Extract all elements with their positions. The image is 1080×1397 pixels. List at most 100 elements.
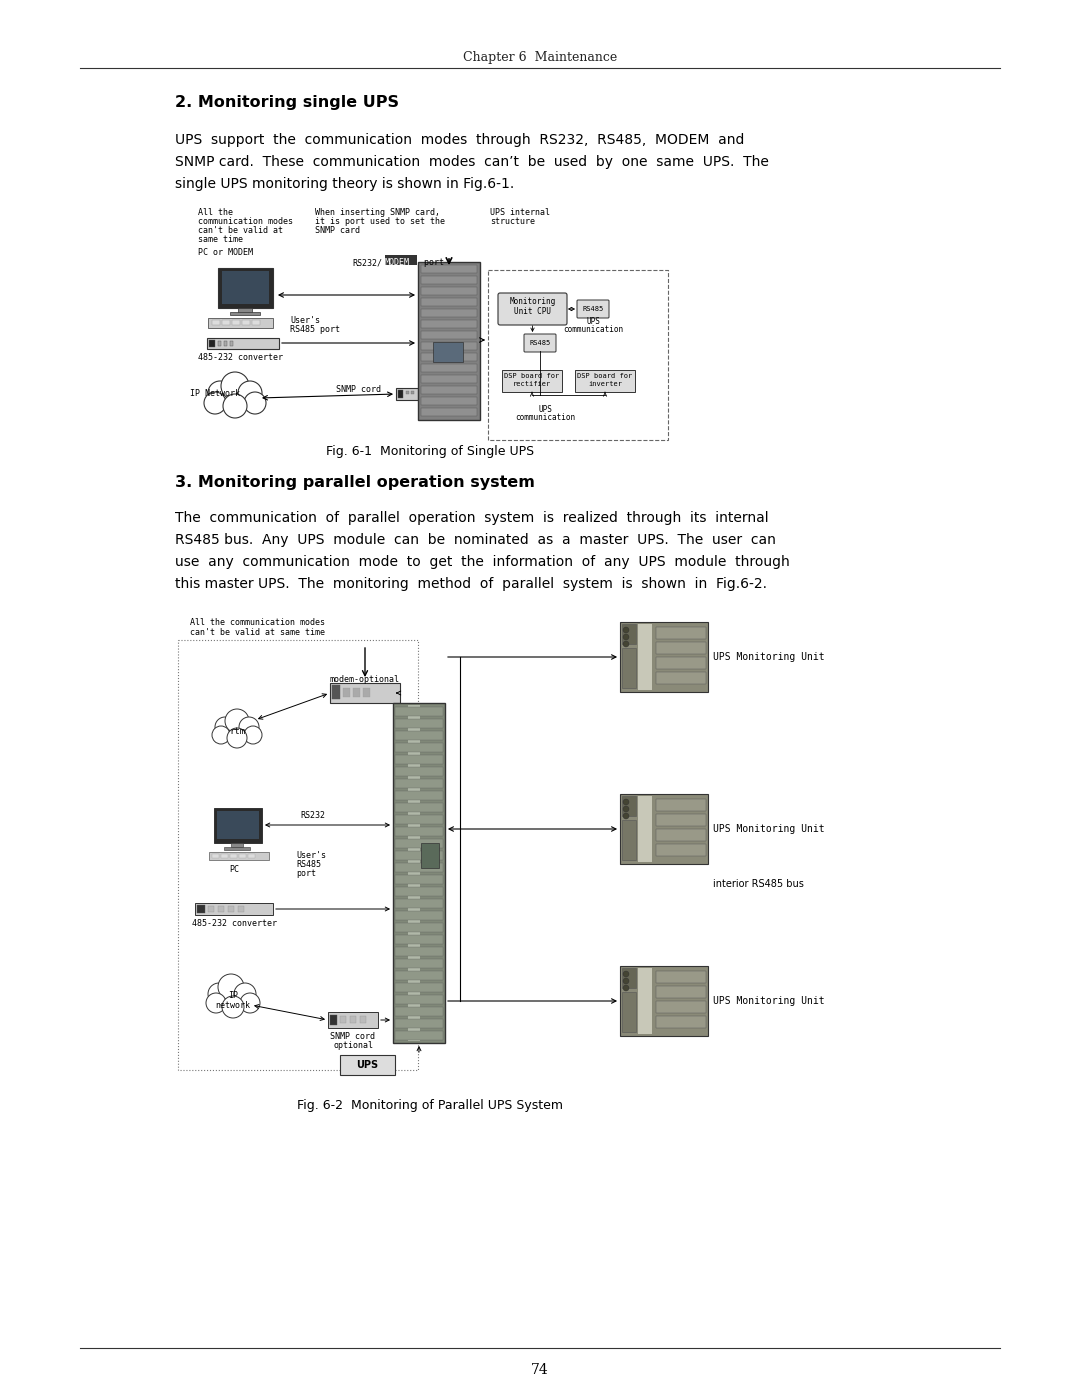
Bar [395,780,443,788]
Bar [421,374,477,383]
Circle shape [222,394,247,418]
Circle shape [623,971,629,977]
Bar [395,947,443,956]
Text: Fig. 6-2  Monitoring of Parallel UPS System: Fig. 6-2 Monitoring of Parallel UPS Syst… [297,1098,563,1112]
Circle shape [225,710,249,733]
Bar [395,754,443,764]
Text: 3. Monitoring parallel operation system: 3. Monitoring parallel operation system [175,475,535,489]
Text: Unit CPU: Unit CPU [514,307,551,317]
Circle shape [623,813,629,819]
Bar [395,935,443,944]
Bar [195,902,273,915]
Circle shape [623,985,629,990]
Text: MODEM: MODEM [384,258,410,267]
Bar [421,342,477,351]
Text: RS485: RS485 [296,861,321,869]
Bar [421,365,477,372]
Bar [421,397,477,405]
Text: All the: All the [198,208,233,217]
Circle shape [623,806,629,812]
Bar [396,388,418,400]
Bar [178,640,418,1070]
Bar [360,1016,366,1023]
Bar [208,907,214,912]
Circle shape [238,381,262,405]
Bar [656,657,706,669]
Bar [217,812,259,840]
Bar [421,331,477,339]
Bar [656,986,706,997]
Bar [328,1011,378,1028]
Bar [207,338,279,349]
Bar [353,687,360,697]
Circle shape [212,726,230,745]
Bar [230,312,260,314]
Circle shape [208,381,232,405]
Bar [622,820,636,861]
Text: RS485 bus.  Any  UPS  module  can  be  nominated  as  a  master  UPS.  The  user: RS485 bus. Any UPS module can be nominat… [175,534,775,548]
Circle shape [208,983,230,1004]
Bar [395,767,443,775]
Bar [395,803,443,812]
Bar [406,391,409,394]
Bar [575,370,635,393]
Text: PC or MODEM: PC or MODEM [198,249,253,257]
Text: UPS: UPS [538,405,552,414]
Bar [656,627,706,638]
Text: UPS Monitoring Unit: UPS Monitoring Unit [713,824,825,834]
Text: it is port used to set the: it is port used to set the [315,217,445,226]
Circle shape [239,717,259,738]
Text: SNMP cord: SNMP cord [336,386,381,394]
Bar [330,683,400,703]
Text: use  any  communication  mode  to  get  the  information  of  any  UPS  module  : use any communication mode to get the in… [175,555,789,569]
Bar [340,1055,395,1076]
Circle shape [218,974,244,1000]
Bar [395,814,443,824]
Text: communication: communication [515,414,575,422]
Bar [395,1018,443,1028]
Text: 74: 74 [531,1363,549,1377]
Bar [224,341,227,346]
Bar [242,320,249,326]
Text: single UPS monitoring theory is shown in Fig.6-1.: single UPS monitoring theory is shown in… [175,177,514,191]
Bar [620,965,708,1037]
Bar [408,705,420,1041]
Text: rtm: rtm [229,726,245,735]
Bar [395,875,443,884]
Bar [393,703,445,1044]
Circle shape [227,728,247,747]
Bar [622,796,636,816]
FancyBboxPatch shape [498,293,567,326]
Bar [395,863,443,872]
Bar [330,1016,337,1025]
Bar [332,685,340,698]
Bar [395,887,443,895]
Bar [252,320,260,326]
Bar [638,796,652,862]
Text: SNMP card: SNMP card [315,226,360,235]
Bar [656,844,706,856]
Text: inverter: inverter [588,381,622,387]
Bar [656,814,706,826]
Text: communication modes: communication modes [198,217,293,226]
Bar [656,1002,706,1013]
Bar [210,852,269,861]
Text: SNMP cord: SNMP cord [330,1032,376,1041]
Text: structure: structure [490,217,535,226]
Text: UPS  support  the  communication  modes  through  RS232,  RS485,  MODEM  and: UPS support the communication modes thro… [175,133,744,147]
Bar [421,320,477,328]
Text: 485-232 converter: 485-232 converter [191,919,276,928]
Bar [421,353,477,360]
Text: optional: optional [333,1041,373,1051]
Bar [218,341,221,346]
FancyBboxPatch shape [524,334,556,352]
Text: UPS: UPS [586,317,599,326]
Text: UPS Monitoring Unit: UPS Monitoring Unit [713,652,825,662]
Circle shape [221,372,249,400]
Bar [350,1016,356,1023]
Bar [218,268,273,307]
Bar [222,271,269,305]
Bar [622,648,636,687]
Text: can't be valid at same time: can't be valid at same time [190,629,325,637]
Text: All the communication modes: All the communication modes [190,617,325,627]
